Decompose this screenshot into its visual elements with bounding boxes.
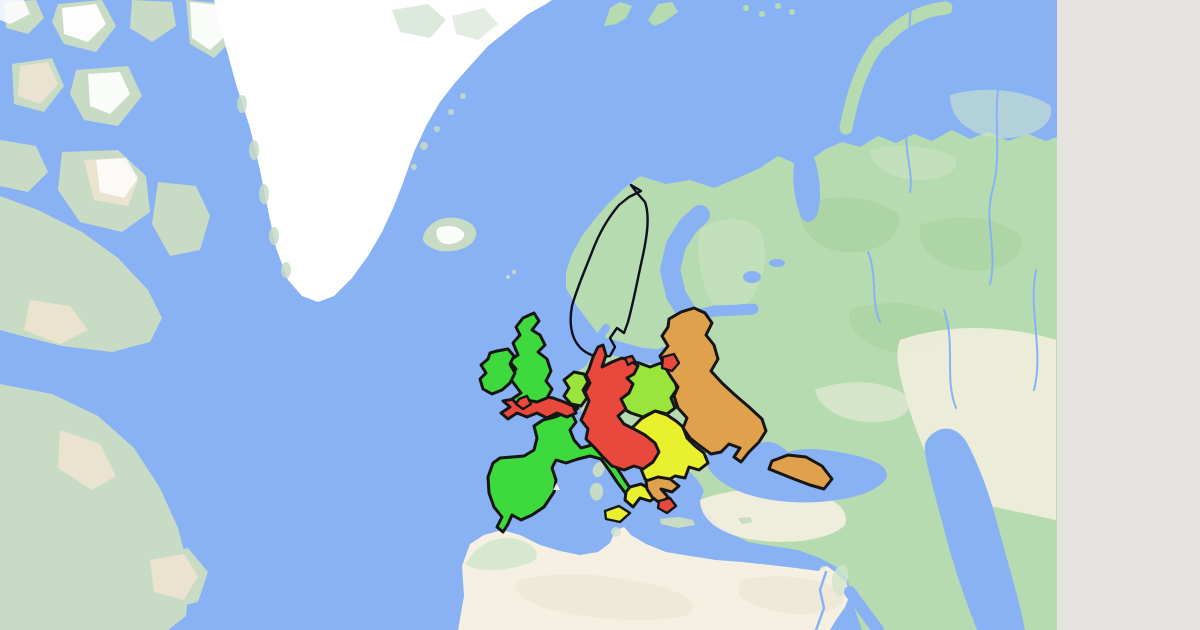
white-sea (793, 153, 821, 223)
lake-ladoga (743, 271, 761, 283)
river-volga (943, 309, 957, 409)
terrain-taiga-patches (799, 197, 1022, 353)
kattegat (596, 324, 610, 349)
eurasia-land (566, 130, 1057, 630)
cyprus (738, 517, 753, 524)
arctic-islands-north (604, 2, 795, 26)
caspian-sea (924, 428, 1025, 630)
sailboat-icon (553, 483, 560, 490)
crete (660, 517, 695, 528)
right-side-panel (1057, 0, 1200, 630)
lake-onega (769, 259, 785, 267)
red-sea (844, 586, 884, 630)
river-ural (1032, 269, 1039, 391)
gulf-of-bothnia (660, 205, 710, 328)
terrain-pale-patches (697, 89, 1052, 574)
region-norway-outline[interactable] (569, 183, 649, 359)
region-greece[interactable] (644, 475, 681, 506)
region-germany-central-europe[interactable] (579, 343, 661, 472)
novaya-zemlya (839, 1, 953, 135)
region-great-britain[interactable] (507, 311, 554, 406)
choropleth-regions (478, 306, 834, 534)
white-sea-throat (788, 146, 804, 166)
region-denmark-isles[interactable] (623, 354, 637, 367)
africa-details (466, 527, 848, 620)
region-peloponnese[interactable] (656, 496, 678, 515)
river-ob (905, 3, 913, 193)
greenland (214, 0, 552, 302)
region-kaliningrad[interactable] (660, 352, 681, 373)
river-dvina (867, 251, 881, 323)
corsica (592, 461, 605, 478)
region-russia-ukraine[interactable] (658, 306, 768, 464)
arctic-ice-caps (0, 0, 232, 198)
region-netherlands[interactable] (562, 370, 590, 408)
sardinia (589, 483, 604, 501)
nile-river (814, 570, 828, 630)
faroe-islands (506, 270, 516, 279)
region-ireland[interactable] (478, 347, 517, 396)
region-cornwall-nub[interactable] (514, 394, 533, 411)
greenland-coast-fringe (237, 4, 498, 278)
region-caucasus[interactable] (767, 453, 834, 491)
iceland-glacier (436, 225, 465, 245)
inland-seas (705, 153, 1025, 630)
river-east (988, 69, 1003, 285)
region-sicily[interactable] (603, 504, 632, 524)
